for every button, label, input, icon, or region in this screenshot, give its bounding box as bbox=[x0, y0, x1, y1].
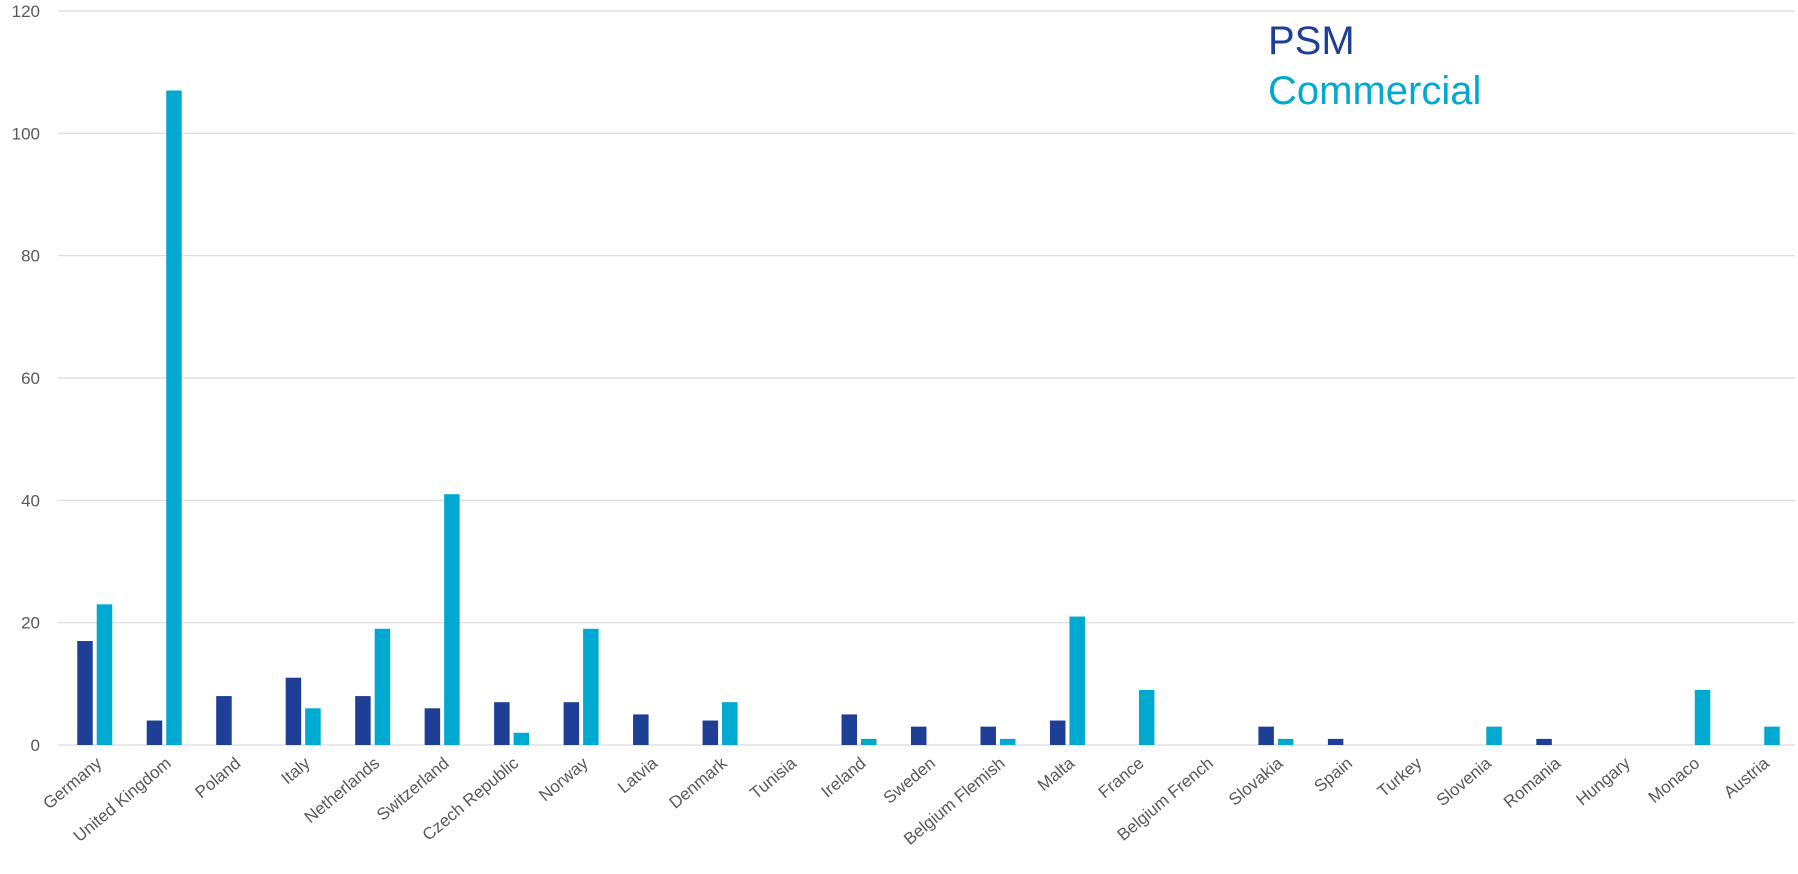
bar-psm-norway bbox=[563, 702, 580, 745]
y-axis-ticks: 0 20 40 60 80 100 120 bbox=[12, 2, 40, 755]
y-tick-label: 0 bbox=[31, 736, 40, 755]
bar-psm-united-kingdom bbox=[146, 720, 163, 745]
y-tick-label: 100 bbox=[12, 124, 40, 143]
bar-commercial-switzerland bbox=[444, 494, 460, 745]
bar-commercial-norway bbox=[583, 628, 599, 745]
bar-psm-czech-republic bbox=[494, 702, 510, 745]
bar-commercial-italy bbox=[305, 708, 321, 745]
bar-psm-italy bbox=[285, 677, 302, 745]
y-tick-label: 60 bbox=[21, 369, 40, 388]
x-tick-label: Netherlands bbox=[301, 754, 383, 827]
legend-label-psm: PSM bbox=[1268, 19, 1355, 63]
bar-psm-poland bbox=[216, 696, 232, 745]
x-tick-label: Norway bbox=[535, 753, 592, 805]
x-tick-label: France bbox=[1095, 754, 1148, 803]
x-tick-label: Austria bbox=[1720, 753, 1773, 802]
bar-commercial-ireland bbox=[861, 738, 877, 745]
bar-psm-netherlands bbox=[355, 696, 371, 745]
y-tick-label: 20 bbox=[21, 614, 40, 633]
bar-psm-slovakia bbox=[1258, 726, 1274, 745]
bar-psm-ireland bbox=[841, 714, 858, 745]
bars bbox=[77, 90, 1780, 746]
x-tick-label: Turkey bbox=[1374, 753, 1426, 801]
x-tick-label: Germany bbox=[40, 753, 106, 813]
bar-commercial-germany bbox=[96, 604, 113, 745]
bar-psm-denmark bbox=[702, 720, 719, 745]
legend-label-commercial: Commercial bbox=[1268, 69, 1481, 113]
x-tick-label: Romania bbox=[1500, 753, 1565, 812]
y-tick-label: 40 bbox=[21, 491, 40, 510]
bar-commercial-monaco bbox=[1694, 689, 1711, 745]
bar-commercial-france bbox=[1138, 689, 1155, 745]
x-tick-label: Denmark bbox=[666, 753, 731, 812]
x-tick-label: Slovenia bbox=[1433, 753, 1496, 810]
bar-psm-germany bbox=[77, 641, 93, 745]
bar-psm-sweden bbox=[911, 726, 927, 745]
bar-psm-belgium-flemish bbox=[980, 726, 996, 745]
x-tick-label: Tunisia bbox=[746, 753, 800, 803]
x-tick-label: Sweden bbox=[880, 754, 939, 808]
bar-commercial-slovenia bbox=[1486, 726, 1502, 745]
bar-psm-latvia bbox=[633, 714, 649, 745]
y-tick-label: 120 bbox=[12, 2, 40, 21]
x-tick-label: Ireland bbox=[818, 754, 870, 802]
legend: PSM Commercial bbox=[1268, 19, 1481, 113]
x-tick-label: Slovakia bbox=[1225, 753, 1287, 809]
bar-commercial-belgium-flemish bbox=[999, 738, 1016, 745]
bar-psm-romania bbox=[1536, 738, 1552, 745]
x-tick-label: Monaco bbox=[1645, 754, 1704, 807]
bar-commercial-netherlands bbox=[374, 628, 391, 745]
bar-commercial-austria bbox=[1764, 726, 1780, 745]
x-tick-label: Poland bbox=[192, 754, 245, 803]
x-tick-label: Hungary bbox=[1572, 753, 1634, 809]
x-tick-label: Italy bbox=[278, 753, 314, 788]
x-tick-label: Spain bbox=[1310, 754, 1356, 797]
bar-psm-switzerland bbox=[424, 708, 441, 745]
bar-commercial-slovakia bbox=[1277, 738, 1294, 745]
bar-psm-malta bbox=[1049, 720, 1066, 745]
x-tick-label: Latvia bbox=[614, 753, 661, 797]
gridlines bbox=[58, 10, 1795, 746]
bar-commercial-malta bbox=[1069, 616, 1085, 745]
bar-commercial-united-kingdom bbox=[166, 90, 182, 746]
bar-commercial-czech-republic bbox=[513, 732, 530, 745]
bar-psm-spain bbox=[1327, 738, 1344, 745]
y-tick-label: 80 bbox=[21, 247, 40, 266]
bar-commercial-denmark bbox=[722, 702, 738, 745]
x-tick-label: Malta bbox=[1034, 753, 1078, 795]
